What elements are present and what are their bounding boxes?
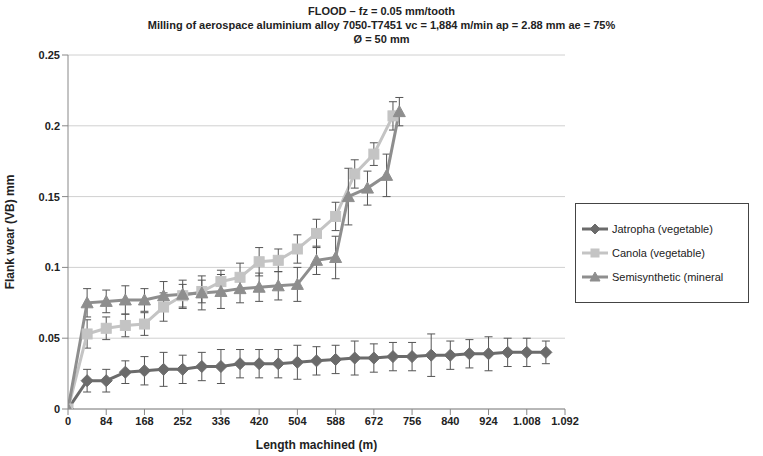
- svg-text:Length machined (m): Length machined (m): [256, 438, 377, 452]
- svg-text:Flank wear (VB) mm: Flank wear (VB) mm: [3, 175, 17, 290]
- svg-text:0.25: 0.25: [39, 50, 60, 61]
- html-text:Milling of aerospace aluminium: Milling of aerospace aluminium alloy 705…: [147, 19, 616, 31]
- svg-text:0.15: 0.15: [39, 191, 60, 203]
- svg-text:0.05: 0.05: [39, 332, 60, 344]
- svg-text:0.1: 0.1: [45, 261, 60, 273]
- html-text:Jatropha (vegetable): Jatropha (vegetable): [612, 223, 713, 235]
- svg-text:0.2: 0.2: [45, 120, 60, 132]
- svg-text:588: 588: [326, 415, 344, 427]
- svg-text:1.092: 1.092: [551, 415, 579, 427]
- svg-text:252: 252: [174, 415, 192, 427]
- svg-text:672: 672: [365, 415, 383, 427]
- html-text:Semisynthetic (mineral: Semisynthetic (mineral: [612, 271, 724, 283]
- svg-text:420: 420: [250, 415, 268, 427]
- svg-text:1.008: 1.008: [513, 415, 541, 427]
- svg-text:84: 84: [100, 415, 113, 427]
- svg-text:756: 756: [403, 415, 421, 427]
- svg-text:924: 924: [479, 415, 498, 427]
- svg-text:0: 0: [54, 403, 60, 415]
- svg-text:504: 504: [288, 415, 307, 427]
- svg-text:168: 168: [135, 415, 153, 427]
- svg-text:0: 0: [65, 415, 71, 427]
- html-text:FLOOD – fz = 0.05 mm/tooth: FLOOD – fz = 0.05 mm/tooth: [308, 5, 455, 17]
- svg-text:840: 840: [441, 415, 459, 427]
- svg-text:336: 336: [212, 415, 230, 427]
- html-text:Canola (vegetable): Canola (vegetable): [612, 247, 705, 259]
- html-text:Ø = 50 mm: Ø = 50 mm: [353, 33, 410, 45]
